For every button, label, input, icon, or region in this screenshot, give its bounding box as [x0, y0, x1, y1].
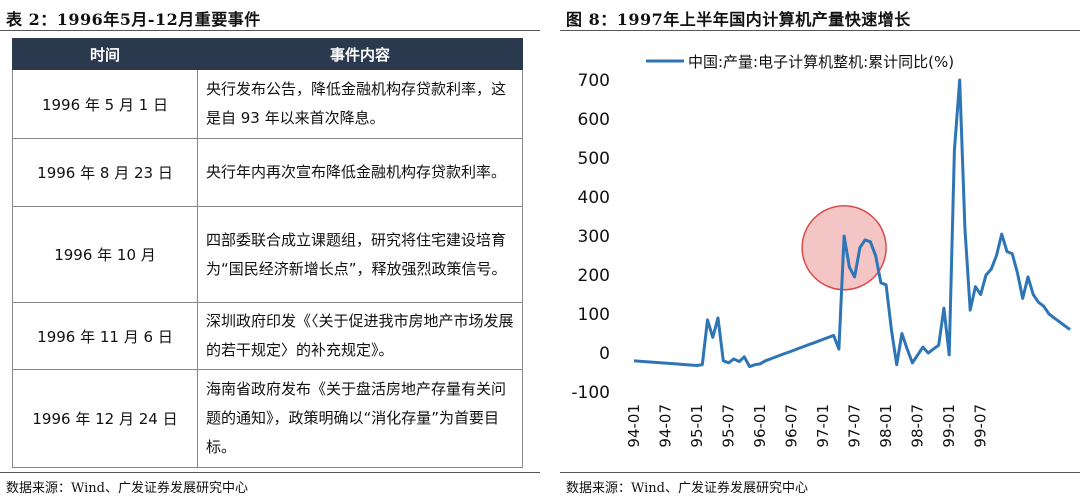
row-event: 深圳政府印发《〈关于促进我市房地产市场发展的若干规定〉的补充规定》。 — [197, 302, 523, 370]
y-tick-label: 0 — [599, 344, 610, 364]
chart-panel: 图 8：1997年上半年国内计算机产量快速增长 中国:产量:电子计算机整机:累计… — [560, 0, 1080, 500]
source-rule — [0, 472, 540, 473]
x-tick-label: 99-01 — [940, 404, 958, 448]
x-tick-label: 98-07 — [909, 404, 927, 448]
table-row: 1996 年 8 月 23 日 央行年内再次宣布降低金融机构存贷款利率。 — [12, 138, 523, 207]
column-header-event: 事件内容 — [197, 38, 523, 70]
y-tick-label: 500 — [578, 149, 610, 169]
x-tick-label: 96-01 — [751, 404, 769, 448]
y-axis: -100 0 100 200 300 400 500 600 700 — [571, 71, 610, 403]
x-tick-label: 97-07 — [846, 404, 864, 448]
y-tick-label: 400 — [578, 188, 610, 208]
chart-legend: 中国:产量:电子计算机整机:累计同比(%) — [646, 53, 954, 71]
x-axis: 94-01 94-07 95-01 95-07 96-01 96-07 97-01 97-07… — [625, 404, 990, 448]
column-header-time: 时间 — [12, 38, 198, 70]
x-tick-label: 94-07 — [657, 404, 675, 448]
y-tick-label: 200 — [578, 266, 610, 286]
table-row: 1996 年 11 月 6 日 深圳政府印发《〈关于促进我市房地产市场发展的若干… — [12, 302, 523, 370]
series-line — [633, 78, 1071, 369]
table-caption: 表 2：1996年5月-12月重要事件 — [6, 10, 261, 29]
row-event: 央行年内再次宣布降低金融机构存贷款利率。 — [197, 138, 523, 207]
x-tick-label: 95-01 — [688, 404, 706, 448]
y-tick-label: 300 — [578, 227, 610, 247]
row-event: 四部委联合成立课题组，研究将住宅建设培育为“国民经济新增长点”，释放强烈政策信号… — [197, 206, 523, 303]
y-tick-label: 600 — [578, 110, 610, 130]
table-row: 1996 年 12 月 24 日 海南省政府发布《关于盘活房地产存量有关问题的通… — [12, 369, 523, 468]
y-tick-label: 700 — [578, 71, 610, 91]
x-tick-label: 98-01 — [877, 404, 895, 448]
table-row: 1996 年 5 月 1 日 央行发布公告，降低金融机构存贷款利率，这是自 93… — [12, 69, 523, 139]
chart-source: 数据来源：Wind、广发证券发展研究中心 — [566, 481, 808, 496]
row-event: 海南省政府发布《关于盘活房地产存量有关问题的通知》，政策明确以“消化存量”为首要… — [197, 369, 523, 468]
caption-rule — [560, 30, 1080, 31]
row-date: 1996 年 10 月 — [12, 206, 198, 303]
row-date: 1996 年 5 月 1 日 — [12, 69, 198, 139]
row-date: 1996 年 8 月 23 日 — [12, 138, 198, 207]
caption-rule — [0, 30, 540, 31]
table-row: 1996 年 10 月 四部委联合成立课题组，研究将住宅建设培育为“国民经济新增… — [12, 206, 523, 303]
x-tick-label: 97-01 — [814, 404, 832, 448]
table-header-row: 时间 事件内容 — [12, 38, 523, 70]
row-date: 1996 年 12 月 24 日 — [12, 369, 198, 468]
x-tick-label: 99-07 — [972, 404, 990, 448]
events-panel: 表 2：1996年5月-12月重要事件 时间 事件内容 1996 年 5 月 1… — [0, 10, 540, 496]
y-tick-label: 100 — [578, 305, 610, 325]
chart-series — [633, 78, 1071, 369]
table-source: 数据来源：Wind、广发证券发展研究中心 — [6, 481, 248, 496]
row-event: 央行发布公告，降低金融机构存贷款利率，这是自 93 年以来首次降息。 — [197, 69, 523, 139]
line-chart: 中国:产量:电子计算机整机:累计同比(%) -100 0 100 200 300 400 5… — [571, 53, 1071, 448]
legend-label: 中国:产量:电子计算机整机:累计同比(%) — [688, 53, 954, 71]
y-tick-label: -100 — [571, 383, 610, 403]
row-date: 1996 年 11 月 6 日 — [12, 302, 198, 370]
chart-caption: 图 8：1997年上半年国内计算机产量快速增长 — [566, 10, 911, 29]
source-rule — [560, 472, 1080, 473]
x-tick-label: 94-01 — [625, 404, 643, 448]
x-tick-label: 96-07 — [783, 404, 801, 448]
x-tick-label: 95-07 — [720, 404, 738, 448]
events-table: 时间 事件内容 1996 年 5 月 1 日 央行发布公告，降低金融机构存贷款利… — [12, 38, 523, 468]
